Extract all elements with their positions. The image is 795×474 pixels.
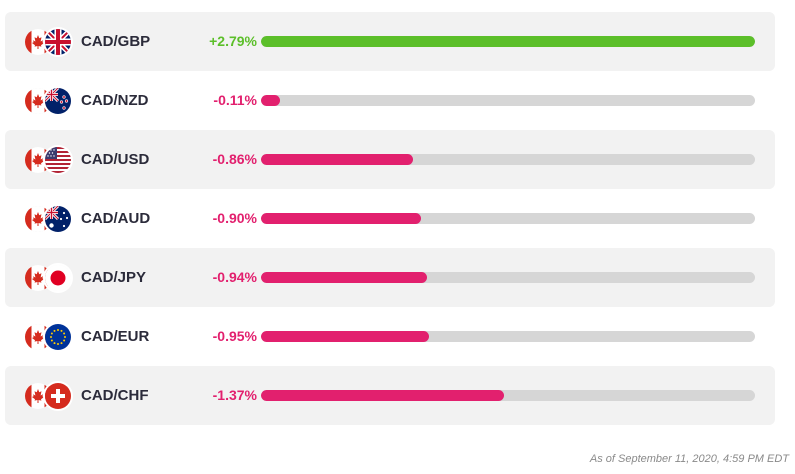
currency-performance-list: CAD/GBP +2.79% CAD/NZD -0.11% CAD/USD -0.86% C…: [5, 12, 775, 425]
change-percent: +2.79%: [209, 33, 257, 49]
change-bar-fill: [261, 331, 429, 342]
currency-pair-label: CAD/GBP: [81, 33, 151, 50]
uk-flag-icon: [45, 29, 71, 55]
change-percent: -0.95%: [212, 328, 257, 344]
currency-pair-label: CAD/USD: [81, 151, 150, 168]
change-bar-fill: [261, 36, 755, 47]
new-zealand-flag-icon: [45, 88, 71, 114]
currency-row: CAD/GBP +2.79%: [5, 12, 775, 71]
flag-pair: [25, 265, 75, 291]
currency-row: CAD/CHF -1.37%: [5, 366, 775, 425]
change-bar-track: [261, 36, 755, 47]
japan-flag-icon: [45, 265, 71, 291]
change-percent: -1.37%: [212, 387, 257, 403]
change-percent: -0.11%: [213, 92, 257, 108]
change-bar-fill: [261, 213, 421, 224]
switzerland-flag-icon: [45, 383, 71, 409]
change-percent: -0.94%: [212, 269, 257, 285]
change-percent: -0.86%: [212, 151, 257, 167]
change-bar-track: [261, 390, 755, 401]
currency-row: CAD/USD -0.86%: [5, 130, 775, 189]
currency-row: CAD/EUR -0.95%: [5, 307, 775, 366]
flag-pair: [25, 324, 75, 350]
change-bar-track: [261, 213, 755, 224]
change-bar-fill: [261, 154, 414, 165]
australia-flag-icon: [45, 206, 71, 232]
flag-pair: [25, 147, 75, 173]
us-flag-icon: [45, 147, 71, 173]
flag-pair: [25, 383, 75, 409]
currency-row: CAD/JPY -0.94%: [5, 248, 775, 307]
flag-pair: [25, 88, 75, 114]
currency-row: CAD/AUD -0.90%: [5, 189, 775, 248]
change-bar-track: [261, 154, 755, 165]
currency-pair-label: CAD/CHF: [81, 387, 149, 404]
currency-pair-label: CAD/EUR: [81, 328, 150, 345]
change-bar-track: [261, 95, 755, 106]
currency-row: CAD/NZD -0.11%: [5, 71, 775, 130]
eu-flag-icon: [45, 324, 71, 350]
timestamp-note: As of September 11, 2020, 4:59 PM EDT: [589, 453, 789, 465]
change-bar-track: [261, 331, 755, 342]
change-bar-fill: [261, 390, 504, 401]
change-bar-track: [261, 272, 755, 283]
change-percent: -0.90%: [212, 210, 257, 226]
change-bar-fill: [261, 272, 428, 283]
currency-pair-label: CAD/JPY: [81, 269, 147, 286]
flag-pair: [25, 206, 75, 232]
currency-pair-label: CAD/NZD: [81, 92, 149, 109]
change-bar-fill: [261, 95, 281, 106]
currency-pair-label: CAD/AUD: [81, 210, 151, 227]
flag-pair: [25, 29, 75, 55]
